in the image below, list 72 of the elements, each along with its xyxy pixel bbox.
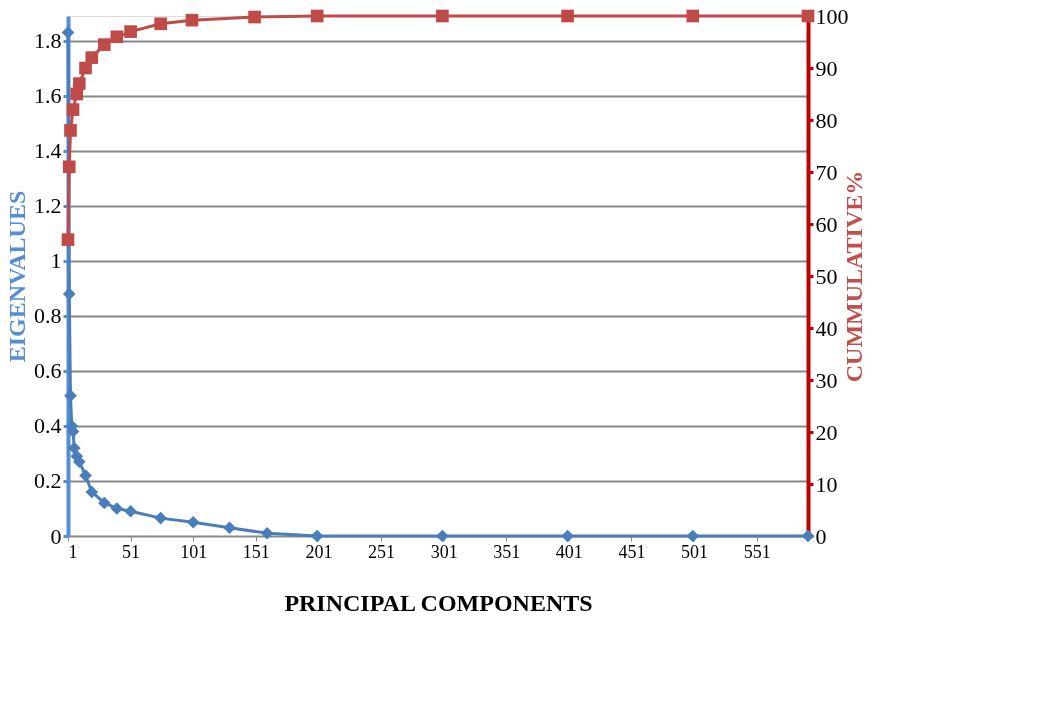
point [223,521,236,535]
x-tick-label: 1 [68,541,78,562]
point [186,515,200,529]
point [124,504,137,518]
point [110,502,124,515]
y2-tick-label: 40 [815,315,838,341]
y-tick-label: 0 [50,523,62,549]
y-tick-label: 1.8 [34,28,62,54]
point [66,103,80,116]
point [801,9,815,23]
y2-tick-label: 0 [815,523,827,549]
y2-tick-label: 60 [815,211,838,237]
y-tick-label: 1.2 [34,193,62,219]
y-tick-label: 0.6 [34,358,62,384]
y2-tick-label: 20 [815,419,838,445]
y2-tick-label: 70 [815,159,838,185]
x-tick-label: 501 [681,541,709,562]
point [248,10,261,24]
point [686,9,700,23]
x-tick-label: 301 [430,541,458,562]
point [110,30,124,44]
point [64,389,77,403]
y2-tick-label: 90 [815,55,838,81]
x-tick-label: 201 [305,541,333,562]
y-tick-label: 0.8 [34,303,62,329]
point [62,160,76,174]
y2-tick-label: 30 [815,367,838,393]
x-tick-label: 551 [743,541,771,562]
x-tick-label: 51 [122,541,141,562]
x-tick-label: 151 [242,541,270,562]
point [61,26,75,39]
x-tick-label: 351 [493,541,521,562]
point [72,455,86,469]
y2-axis-title: CUMMULATIVE% [840,170,867,383]
y-tick-label: 1.6 [34,83,62,109]
point [67,441,81,455]
point [686,529,700,543]
point [561,9,574,23]
point [79,469,92,482]
point [64,124,77,137]
x-tick-label: 101 [180,541,208,562]
point [61,233,75,246]
point [85,485,99,499]
point [801,529,815,543]
point [436,9,449,23]
point [561,529,574,543]
point [310,529,324,543]
y-tick-label: 0.4 [34,413,62,439]
x-tick-label: 401 [555,541,583,562]
point [154,17,167,31]
y-axis-title: EIGENVALUES [4,190,30,363]
point [124,25,137,38]
point [97,496,111,510]
point [185,13,199,27]
point [85,51,99,64]
point [436,529,449,543]
point [72,77,86,90]
point [154,511,167,525]
y-tick-label: 1 [50,248,62,274]
point [260,526,274,540]
y-tick-label: 1.4 [34,138,62,164]
x-axis-title: PRINCIPAL COMPONENTS [284,589,593,616]
point [62,287,76,301]
y2-tick-label: 50 [815,263,838,289]
y2-tick-label: 80 [815,107,838,133]
x-tick-label: 251 [368,541,396,562]
y2-tick-label: 10 [815,471,838,497]
point [310,9,324,23]
y-tick-label: 0.2 [34,468,62,494]
point [97,38,111,51]
x-tick-label: 451 [618,541,646,562]
y2-tick-label: 100 [815,3,849,29]
